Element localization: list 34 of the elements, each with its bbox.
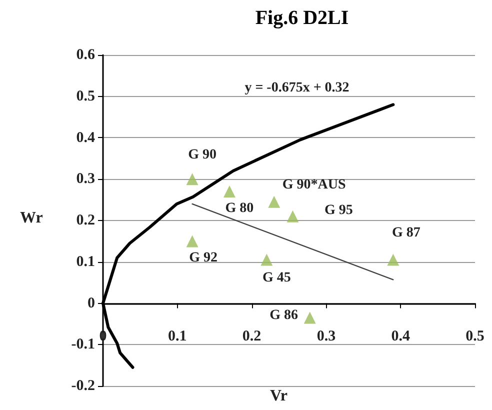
annotation: G 95 (324, 202, 353, 218)
x-tick-label: 0.2 (242, 328, 262, 344)
y-tick-label: 0.5 (76, 88, 95, 104)
x-axis-title: Vr (270, 388, 288, 404)
annotation: G 90 (188, 148, 216, 163)
y-tick-label: 0.2 (76, 212, 95, 228)
x-tick-label: 0.4 (391, 328, 410, 344)
chart-title: Fig.6 D2LI (255, 7, 349, 29)
x-tick-label: 0.5 (466, 328, 484, 344)
annotation: G 45 (262, 270, 291, 286)
annotation: G 86 (270, 308, 298, 324)
annotation: G 92 (189, 250, 218, 266)
y-tick-label: -0.2 (71, 378, 95, 394)
point (223, 186, 236, 198)
point (260, 254, 273, 266)
y-axis-title: Wr (20, 210, 43, 226)
point (304, 312, 316, 324)
point (186, 173, 198, 186)
annotation: G 90*AUS (282, 177, 346, 192)
annotation: G 87 (392, 225, 420, 240)
y-tick-label: 0.3 (76, 171, 95, 188)
y-tick-label: -0.1 (71, 336, 95, 353)
y-tick-label: 0.6 (76, 47, 96, 63)
y-tick-label: 0 (88, 295, 95, 312)
annotation: G 80 (225, 201, 254, 216)
point (186, 235, 198, 248)
y-tick-label: 0.4 (76, 130, 96, 146)
point (286, 210, 299, 222)
x-tick-label: 0.1 (168, 328, 187, 344)
point (268, 196, 280, 208)
annotation: y = -0.675x + 0.32 (244, 80, 350, 96)
point (387, 254, 400, 266)
x-tick-label: 0.3 (316, 328, 336, 344)
y-tick-label: 0.1 (76, 254, 95, 270)
